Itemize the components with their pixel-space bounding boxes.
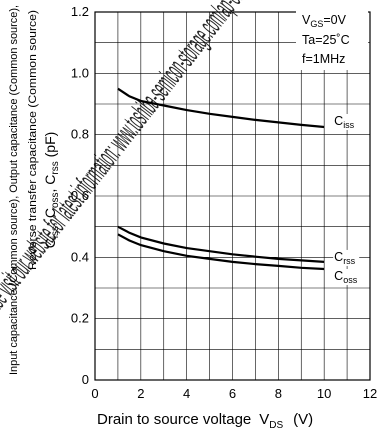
y-axis-title: Ciss, Coss, Crss (pF) xyxy=(42,132,61,249)
conditions-background xyxy=(296,8,368,70)
series-line-crss xyxy=(117,225,325,263)
y-axis-description-line1: Input capacitance (Common source), Outpu… xyxy=(8,5,20,375)
x-axis-title: Drain to source voltage VDS (V) xyxy=(97,411,313,431)
condition-f: f=1MHz xyxy=(302,52,345,66)
series-lines xyxy=(117,87,325,271)
x-tick-label: 8 xyxy=(275,386,282,401)
y-axis-description-line2: Reverse transfer capacitance (Common sou… xyxy=(27,10,39,270)
y-label-c1: C xyxy=(42,238,58,248)
x-tick-label: 4 xyxy=(183,386,190,401)
series-label-coss: Coss xyxy=(334,269,358,285)
y-tick-label: 1.0 xyxy=(71,65,89,80)
svg-text:Ciss, Coss, Crss (pF): Ciss, Coss, Crss (pF) xyxy=(42,132,61,249)
condition-vgs-sub: GS xyxy=(310,19,323,29)
y-tick-label: 0.6 xyxy=(71,188,89,203)
y-tick-label: 1.2 xyxy=(71,4,89,19)
series-label-bg xyxy=(333,268,360,285)
x-axis-label: Drain to source voltage xyxy=(97,411,251,428)
x-axis-symbol-sub: DS xyxy=(269,420,283,431)
x-axis-symbol: V xyxy=(259,411,269,428)
series-line-ciss xyxy=(117,87,325,129)
y-tick-label: 0.4 xyxy=(71,249,89,264)
series-line-coss xyxy=(117,233,325,271)
x-tick-label: 10 xyxy=(317,386,331,401)
x-axis-unit: (V) xyxy=(293,411,313,428)
y-tick-label: 0.8 xyxy=(71,127,89,142)
x-tick-label: 2 xyxy=(137,386,144,401)
x-tick-label: 12 xyxy=(363,386,377,401)
series-labels: Ciss Crss Coss xyxy=(333,114,360,285)
x-tick-label: 6 xyxy=(229,386,236,401)
conditions-box: VGS=0V Ta=25˚C f=1MHz xyxy=(296,8,368,70)
condition-vgs: VGS=0V xyxy=(302,13,347,29)
series-label-ciss: Ciss xyxy=(334,114,355,130)
y-label-iss: iss xyxy=(50,226,61,238)
y-axis-description: Input capacitance (Common source), Outpu… xyxy=(8,5,39,375)
y-tick-label: 0 xyxy=(82,372,89,387)
y-label-oss: oss xyxy=(50,192,61,208)
series-label-crss: Crss xyxy=(334,250,356,266)
y-label-unit: (pF) xyxy=(42,132,58,162)
y-tick-label: 0.2 xyxy=(71,311,89,326)
y-label-c2: , C xyxy=(42,208,58,226)
y-label-c3: , C xyxy=(42,175,58,193)
y-label-rss: rss xyxy=(50,161,61,174)
y-axis-ticks: 0 0.2 0.4 0.6 0.8 1.0 1.2 xyxy=(71,4,89,387)
series-label-bg xyxy=(333,249,360,266)
series-label-bg xyxy=(333,114,360,130)
plot-frame xyxy=(94,11,371,381)
condition-vgs-main: V xyxy=(302,13,311,27)
condition-ta: Ta=25˚C xyxy=(302,33,350,47)
condition-vgs-rest: =0V xyxy=(323,13,346,27)
x-tick-label: 0 xyxy=(91,386,98,401)
x-axis-ticks: 0 2 4 6 8 10 12 xyxy=(91,386,377,401)
